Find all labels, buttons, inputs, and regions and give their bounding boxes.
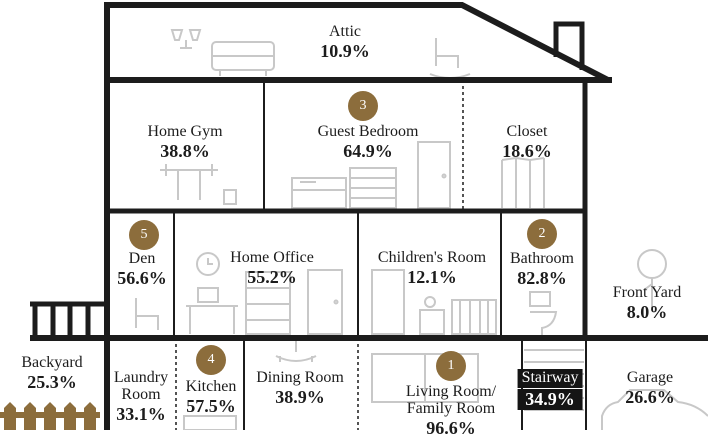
room-home-office-pct: 55.2%: [247, 266, 297, 287]
kitchen-dishwasher-icon: [183, 415, 237, 430]
room-guest-bedroom: Guest Bedroom 64.9%: [317, 123, 419, 161]
roof-outline: [104, 2, 610, 430]
room-garage-name: Garage: [626, 369, 674, 386]
room-front-yard-pct: 8.0%: [626, 301, 668, 322]
room-closet: Closet 18.6%: [502, 123, 552, 161]
room-attic-pct: 10.9%: [320, 40, 370, 61]
childrens-crib-icon: [451, 299, 497, 335]
garage-car-icon: [601, 389, 708, 430]
room-front-yard-name: Front Yard: [612, 284, 682, 301]
deck-railing: [30, 301, 107, 338]
room-dining-room-name: Dining Room: [256, 369, 344, 386]
attic-lamp-icon: [170, 29, 202, 49]
room-attic: Attic 10.9%: [320, 23, 370, 61]
room-front-yard: Front Yard 8.0%: [612, 284, 682, 322]
room-backyard-pct: 25.3%: [27, 371, 77, 392]
room-childrens-room-pct: 12.1%: [407, 266, 457, 287]
rank-badge-bathroom: 2: [527, 219, 557, 249]
gym-bench-icon: [160, 164, 237, 205]
office-desk-icon: [186, 287, 238, 334]
closet-screen-icon: [501, 156, 545, 208]
picket-fence: [0, 402, 100, 430]
room-laundry-room-name-line2: Room: [121, 385, 161, 403]
room-attic-name: Attic: [329, 23, 361, 40]
room-backyard-name: Backyard: [21, 354, 83, 371]
guest-bed-icon: [291, 177, 347, 209]
room-kitchen: Kitchen 57.5%: [185, 378, 237, 416]
childrens-nightstand-icon: [419, 296, 445, 335]
room-closet-name: Closet: [506, 123, 548, 140]
room-backyard: Backyard 25.3%: [21, 354, 83, 392]
room-living-room-pct: 96.6%: [426, 417, 476, 438]
room-bathroom-name: Bathroom: [510, 250, 574, 267]
rank-badge-den: 5: [129, 220, 159, 250]
room-den-name: Den: [128, 250, 156, 267]
room-dining-room-pct: 38.9%: [275, 386, 325, 407]
room-den: Den 56.6%: [117, 250, 167, 288]
guest-dresser-icon: [349, 167, 397, 209]
room-home-office: Home Office 55.2%: [230, 249, 314, 287]
bathroom-toilet-icon: [529, 291, 558, 337]
guest-door-icon: [417, 141, 451, 209]
rank-badge-guest-bedroom: 3: [348, 91, 378, 121]
room-stairway-pct: 34.9%: [517, 388, 583, 410]
room-home-office-name: Home Office: [230, 249, 314, 266]
room-childrens-room: Children's Room 12.1%: [377, 249, 487, 287]
den-rocking-chair-icon: [127, 298, 169, 341]
room-laundry-room-pct: 33.1%: [116, 403, 166, 424]
attic-rocking-chair-icon: [429, 38, 471, 79]
living-window-icon: [371, 353, 479, 403]
dining-chandelier-icon: [275, 340, 317, 362]
house-walls: [30, 2, 708, 430]
room-garage-pct: 26.6%: [625, 386, 675, 407]
room-laundry-room: Laundry Room 33.1%: [113, 369, 169, 424]
room-living-room-name-line1: Living Room/: [405, 383, 497, 400]
childrens-door-icon: [371, 269, 405, 335]
room-garage: Garage 26.6%: [625, 369, 675, 407]
room-stairway-name: Stairway: [517, 369, 583, 388]
room-bathroom: Bathroom 82.8%: [510, 250, 574, 288]
rank-badge-kitchen: 4: [196, 345, 226, 375]
rank-badge-living-room: 1: [436, 351, 466, 381]
attic-sofa-icon: [211, 41, 275, 76]
room-stairway: Stairway 34.9%: [517, 369, 583, 410]
office-bookshelf-icon: [245, 271, 291, 335]
furniture-drawings: [127, 29, 708, 430]
room-den-pct: 56.6%: [117, 267, 167, 288]
room-home-gym-name: Home Gym: [147, 123, 223, 140]
chimney: [553, 21, 585, 70]
office-door-icon: [307, 269, 343, 335]
room-laundry-room-name-line1: Laundry: [113, 369, 169, 386]
room-kitchen-name: Kitchen: [185, 378, 237, 395]
room-childrens-room-name: Children's Room: [377, 249, 487, 266]
room-kitchen-pct: 57.5%: [186, 395, 236, 416]
office-clock-icon: [196, 252, 220, 276]
room-closet-pct: 18.6%: [502, 140, 552, 161]
room-dining-room: Dining Room 38.9%: [256, 369, 344, 407]
room-living-room: Living Room/ Family Room 96.6%: [405, 383, 497, 438]
room-guest-bedroom-pct: 64.9%: [343, 140, 393, 161]
room-home-gym: Home Gym 38.8%: [147, 123, 223, 161]
room-bathroom-pct: 82.8%: [517, 267, 567, 288]
room-guest-bedroom-name: Guest Bedroom: [317, 123, 419, 140]
room-home-gym-pct: 38.8%: [160, 140, 210, 161]
front-yard-tree-icon: [637, 249, 667, 308]
room-living-room-name-line2: Family Room: [406, 399, 496, 417]
